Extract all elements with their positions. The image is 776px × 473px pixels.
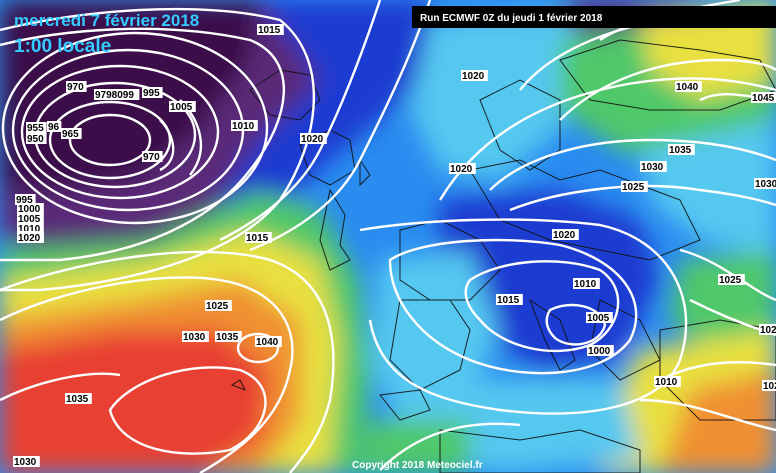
isobar-label: 1025	[763, 381, 776, 392]
isobar-label-bg	[17, 203, 44, 214]
isobar-label-bg	[94, 89, 140, 100]
isobar-label-bg	[255, 336, 282, 347]
isobar-label: 1005	[587, 313, 610, 324]
isobar-label: 1025	[719, 275, 742, 286]
isobar-label-bg	[182, 331, 209, 342]
isobar-label-bg	[257, 24, 284, 35]
isobar-label: 1010	[655, 377, 678, 388]
isobar-label: 1020	[450, 164, 473, 175]
isobar-label: 1005	[170, 102, 193, 113]
isobar-label: 1045	[752, 93, 775, 104]
isobar-label: 1015	[497, 295, 520, 306]
isobar-label: 970	[143, 152, 160, 163]
isobar-label: 1025	[206, 301, 229, 312]
isobar-label: 1020	[18, 233, 41, 244]
isobar-label-bg	[759, 324, 776, 335]
isobar-label-bg	[754, 178, 776, 189]
time-label: 1:00 locale	[14, 36, 111, 57]
isobar-label: 1015	[258, 25, 281, 36]
isobar-label: 1020	[553, 230, 576, 241]
isobar-label-bg	[300, 133, 327, 144]
isobar-label-bg	[215, 331, 242, 342]
isobar-label: 1000	[18, 204, 41, 215]
isobar-label: 1030	[755, 179, 776, 190]
isobar-label: 970	[67, 82, 84, 93]
isobar-label: 96	[48, 122, 60, 133]
isobar-label-bg	[142, 151, 163, 162]
isobar-label-bg	[205, 300, 232, 311]
isobar-label: 1030	[183, 332, 206, 343]
isobar-label-bg	[26, 122, 47, 133]
isobar-label: 1015	[246, 233, 269, 244]
isobar-label-bg	[65, 393, 92, 404]
isobar-label-bg	[231, 120, 258, 131]
isobar-label-bg	[17, 213, 44, 224]
isobar-label-bg	[640, 161, 667, 172]
isobar-label-bg	[461, 70, 488, 81]
isobar-label-bg	[573, 278, 600, 289]
isobar-label-bg	[496, 294, 523, 305]
isobar-label-bg	[17, 232, 44, 243]
isobar-label-bg	[762, 380, 776, 391]
isobar-label: 1005	[18, 214, 41, 225]
isobar-label: 995	[143, 88, 160, 99]
isobar-label-bg	[15, 194, 36, 205]
isobar-label: 1020	[301, 134, 324, 145]
isobar-label: 1025	[622, 182, 645, 193]
isobar-label: 995	[16, 195, 33, 206]
isobar-label: 1030	[14, 457, 37, 468]
isobar-label: 1010	[232, 121, 255, 132]
isobar-label: 1035	[216, 332, 239, 343]
isobar-label: 1020	[462, 71, 485, 82]
isobar-label: 955	[27, 123, 44, 134]
isobar-label: 1010	[574, 279, 597, 290]
isobar-label: 1000	[588, 346, 611, 357]
isobar-label-bg	[449, 163, 476, 174]
isobar-label: 1040	[676, 82, 699, 93]
isobar-label: 1035	[669, 145, 692, 156]
isobar-label-bg	[13, 456, 40, 467]
isobar-label: 1010	[18, 224, 41, 235]
isobar-label-bg	[66, 81, 87, 92]
isobar-label-bg	[675, 81, 702, 92]
isobar-label-bg	[142, 87, 163, 98]
isobar-label-bg	[621, 181, 648, 192]
copyright-label: Copyright 2018 Meteociel.fr	[352, 460, 483, 471]
isobar-label: 1040	[256, 337, 279, 348]
isobar-label: 9798099	[95, 90, 134, 101]
isobar-label: 950	[27, 134, 44, 145]
isobar-label-bg	[586, 312, 613, 323]
run-info-box	[412, 6, 776, 28]
isobar-label-bg	[47, 121, 62, 132]
isobar-label-bg	[17, 223, 44, 234]
isobar-label-bg	[245, 232, 272, 243]
isobar-label-bg	[654, 376, 681, 387]
isobar-label-bg	[552, 229, 579, 240]
isobar-label-bg	[751, 92, 776, 103]
date-label: mercredi 7 février 2018	[14, 11, 199, 30]
isobar-label-bg	[26, 133, 47, 144]
isobar-label: 965	[62, 129, 79, 140]
isobar-label-bg	[61, 128, 82, 139]
isobar-label-bg	[718, 274, 745, 285]
isobar-label: 1035	[66, 394, 89, 405]
run-info-label: Run ECMWF 0Z du jeudi 1 février 2018	[420, 13, 603, 24]
isobar-label-bg	[169, 101, 196, 112]
isobar-label: 1025	[760, 325, 776, 336]
isobar-label: 1030	[641, 162, 664, 173]
isobar-label-bg	[668, 144, 695, 155]
isobar-label-bg	[587, 345, 614, 356]
